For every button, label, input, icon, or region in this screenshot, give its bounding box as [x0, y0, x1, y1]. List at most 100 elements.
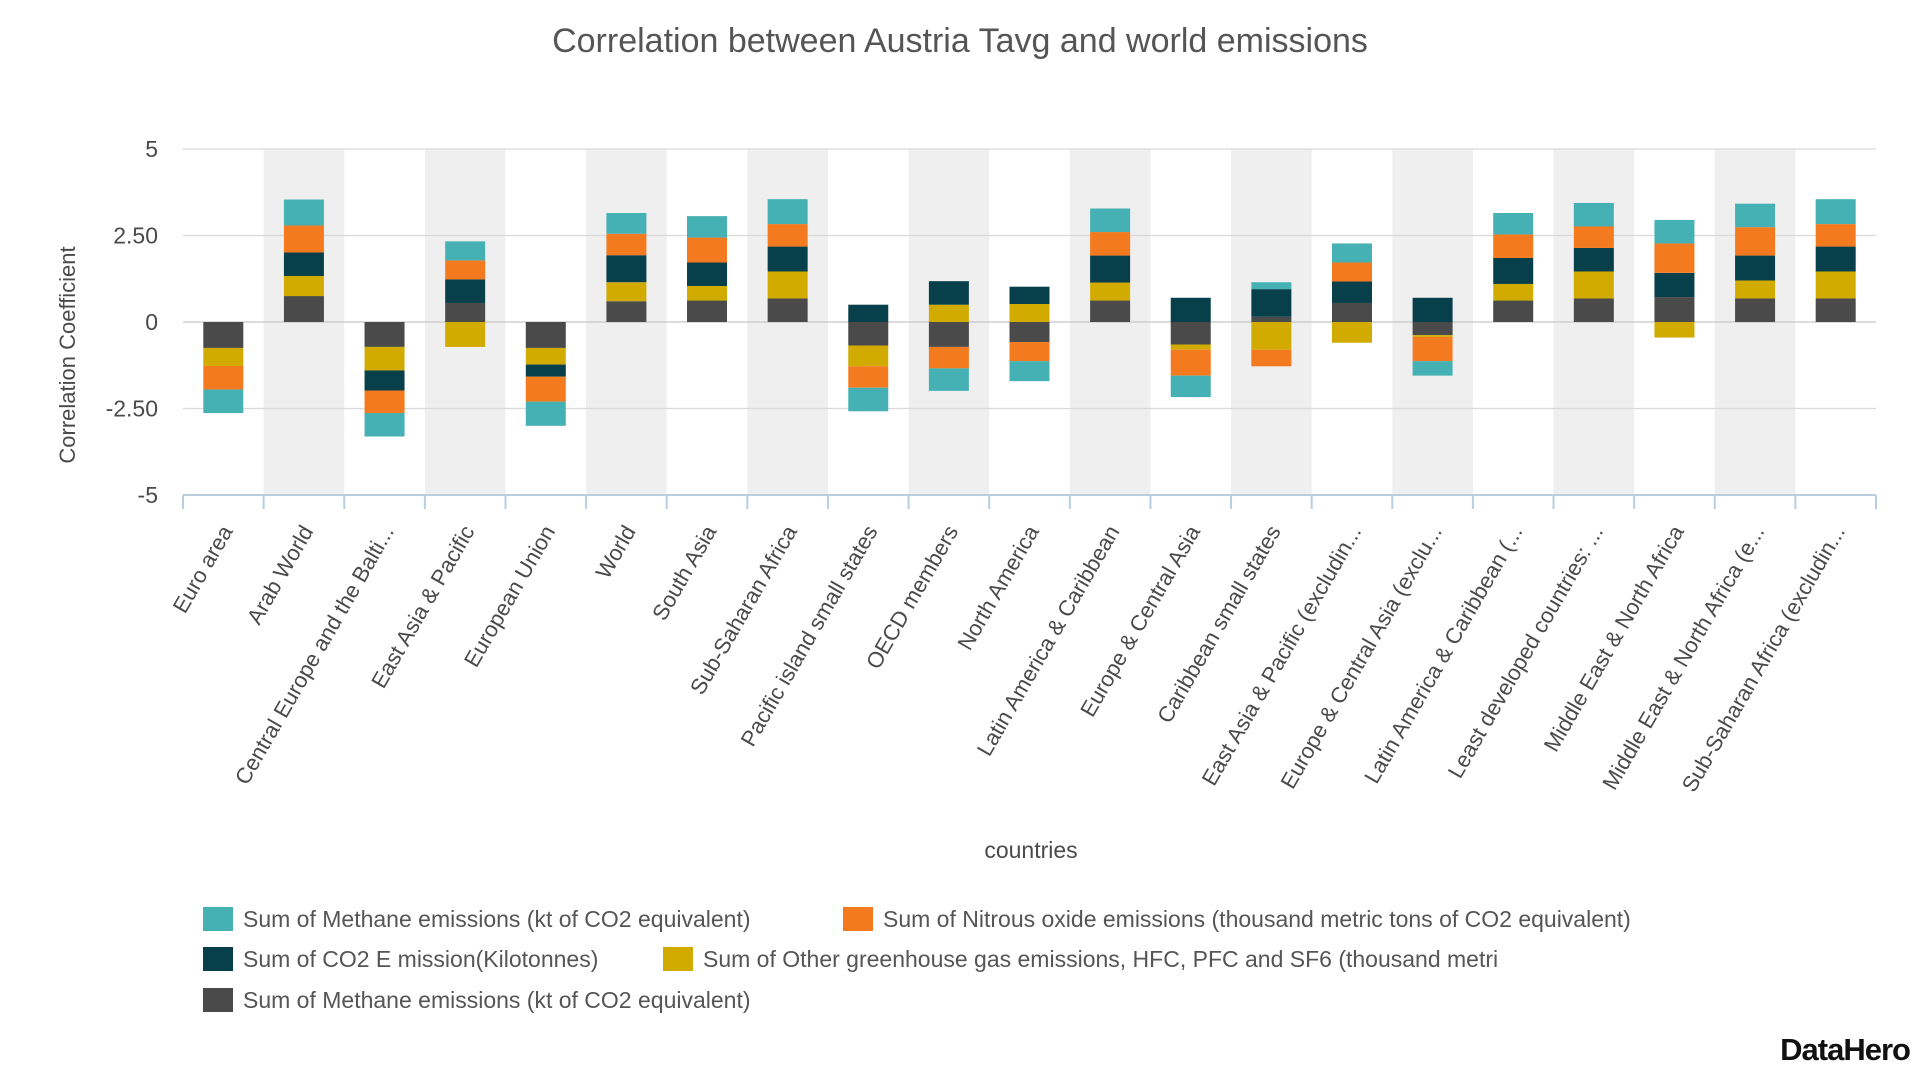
x-tick-label: Latin America & Caribbean — [972, 521, 1125, 760]
bar-segment — [1573, 226, 1614, 248]
x-tick-label: Least developed countries: ... — [1443, 521, 1608, 782]
legend-swatch — [843, 907, 873, 931]
bar-segment — [1090, 300, 1131, 322]
legend-item[interactable]: Sum of Methane emissions (kt of CO2 equi… — [203, 984, 751, 1016]
bar-segment — [767, 246, 808, 272]
bar-segment — [1654, 243, 1695, 273]
bar-segment — [525, 401, 566, 426]
bar-segment — [283, 199, 324, 226]
legend-label: Sum of CO2 E mission(Kilotonnes) — [243, 945, 599, 972]
bar-segment — [1090, 208, 1131, 233]
x-tick-label: North America — [952, 520, 1044, 654]
bar-segment — [1090, 232, 1131, 256]
bar-segment — [1170, 375, 1211, 398]
bar-segment — [848, 304, 889, 322]
x-tick-label: Sub-Saharan Africa (excludin... — [1677, 521, 1850, 796]
bar-segment — [1251, 282, 1292, 290]
legend-label: Sum of Methane emissions (kt of CO2 equi… — [243, 905, 751, 932]
bar-segment — [283, 225, 324, 253]
bar-segment — [1170, 322, 1211, 345]
bar-segment — [283, 275, 324, 297]
bar-segment — [364, 390, 405, 413]
x-tick-label: Central Europe and the Balti... — [230, 521, 399, 789]
bar-segment — [1573, 247, 1614, 272]
x-tick-label: East Asia & Pacific (excludin... — [1197, 521, 1367, 790]
bar-segment — [1412, 297, 1453, 322]
bar-segment — [606, 301, 647, 322]
bar-segment — [1493, 213, 1534, 235]
x-tick-label: European Union — [459, 521, 560, 671]
bar-segment — [1009, 304, 1050, 322]
bar-segment — [1815, 199, 1856, 225]
legend-swatch — [203, 907, 233, 931]
legend-item[interactable]: Sum of Other greenhouse gas emissions, H… — [663, 943, 1498, 975]
bar-segment — [1331, 322, 1372, 343]
bar-segment — [203, 389, 244, 413]
bar-segment — [606, 255, 647, 283]
bar-segment — [1412, 336, 1453, 362]
bar-segment — [1493, 300, 1534, 322]
bar-segment — [525, 347, 566, 365]
bar-segment — [1654, 322, 1695, 338]
x-tick-label: Middle East & North Africa (e... — [1597, 521, 1769, 794]
y-axis-label: Correlation Coefficient — [55, 246, 80, 463]
bar-segment — [364, 412, 405, 437]
bars-layer — [203, 199, 1856, 437]
bar-segment — [445, 322, 486, 347]
bar-segment — [1009, 361, 1050, 382]
bar-segment — [848, 387, 889, 412]
bar-segment — [848, 322, 889, 346]
legend-item[interactable]: Sum of Nitrous oxide emissions (thousand… — [843, 903, 1631, 935]
bar-segment — [1170, 297, 1211, 322]
x-tick-label: Middle East & North Africa — [1539, 520, 1689, 756]
bar-segment — [606, 213, 647, 234]
bar-segment — [1251, 322, 1292, 350]
bar-segment — [1573, 271, 1614, 299]
bar-segment — [928, 304, 969, 322]
legend-label: Sum of Other greenhouse gas emissions, H… — [703, 945, 1499, 972]
bar-segment — [1331, 243, 1372, 263]
bar-segment — [767, 271, 808, 299]
bar-segment — [445, 279, 486, 303]
legend-item[interactable]: Sum of CO2 E mission(Kilotonnes) — [203, 943, 598, 975]
bar-segment — [1090, 282, 1131, 301]
bar-segment — [1493, 257, 1534, 284]
bar-segment — [928, 346, 969, 369]
bar-segment — [1815, 271, 1856, 299]
y-tick-label: -2.50 — [106, 396, 158, 422]
bar-segment — [1573, 298, 1614, 322]
bar-segment — [1331, 262, 1372, 282]
bar-segment — [1654, 219, 1695, 244]
brand-logo: DataHero — [1780, 1032, 1911, 1067]
bar-segment — [1735, 227, 1776, 256]
y-tick-label: -5 — [138, 482, 158, 508]
bar-segment — [1573, 202, 1614, 227]
bar-segment — [767, 199, 808, 225]
bar-segment — [848, 345, 889, 367]
x-axis — [182, 494, 1877, 509]
chart-svg: 5 2.50 0 -2.50 -5 Euro area Arab WorldCentral… — [55, 136, 1877, 863]
bar-segment — [1170, 344, 1211, 350]
x-tick-label: Europe & Central Asia (exclu... — [1275, 521, 1446, 793]
legend-label: Sum of Nitrous oxide emissions (thousand… — [883, 905, 1631, 932]
bar-segment — [687, 262, 728, 287]
bar-segment — [1251, 349, 1292, 367]
bar-segment — [203, 365, 244, 390]
bar-segment — [364, 322, 405, 347]
bar-segment — [525, 376, 566, 402]
bar-segment — [928, 281, 969, 305]
bar-segment — [606, 282, 647, 302]
x-tick-label: World — [591, 521, 641, 583]
bar-segment — [1009, 322, 1050, 343]
bar-segment — [445, 302, 486, 322]
legend-item[interactable]: Sum of Methane emissions (kt of CO2 equi… — [203, 903, 751, 935]
bar-segment — [1009, 342, 1050, 362]
x-tick-label: South Asia — [647, 520, 722, 624]
bar-segment — [445, 260, 486, 280]
bar-segment — [1735, 203, 1776, 228]
bar-segment — [1009, 286, 1050, 305]
bar-segment — [1412, 361, 1453, 376]
bar-segment — [1251, 316, 1292, 322]
bar-segment — [283, 252, 324, 276]
y-tick-labels: 5 2.50 0 -2.50 -5 — [106, 136, 158, 508]
